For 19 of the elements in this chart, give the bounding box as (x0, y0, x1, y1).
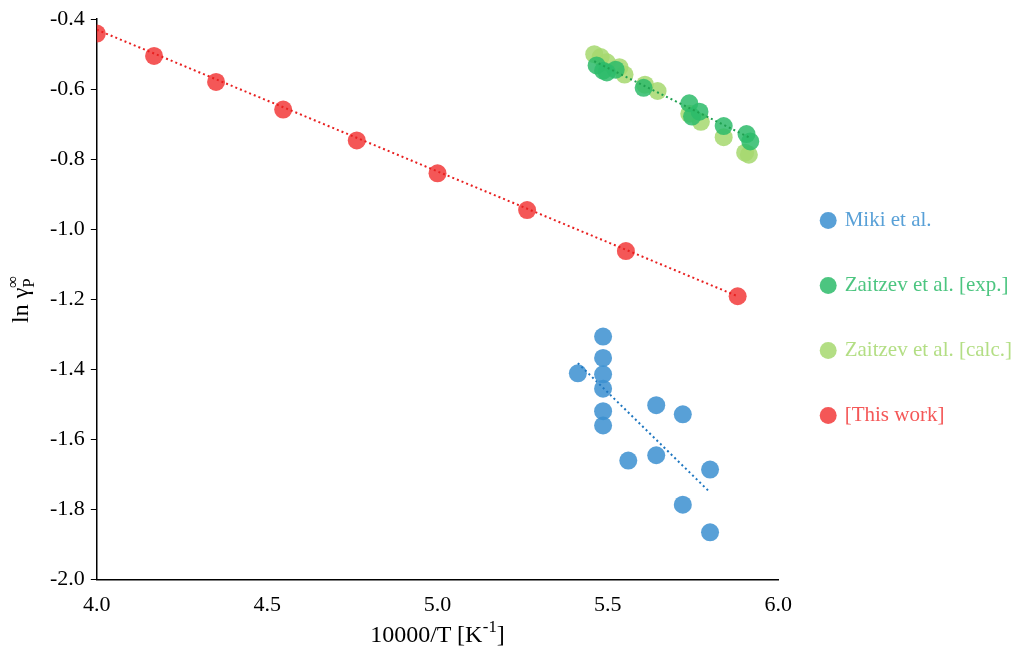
y-tick-label: -0.4 (50, 4, 85, 30)
legend-label: [This work] (844, 402, 945, 427)
y-tick-label: -1.6 (50, 425, 85, 451)
legend-label: Zaitzev et al. [calc.] (844, 337, 1013, 362)
y-tick-label: -1.2 (50, 285, 85, 311)
y-tick-label: -0.8 (50, 145, 85, 171)
x-tick-label: 4.0 (83, 590, 111, 616)
legend-label: Miki et al. (844, 207, 932, 232)
legend-label: Zaitzev et al. [exp.] (844, 272, 1009, 297)
y-tick-label: -1.8 (50, 495, 85, 521)
x-tick-label: 5.5 (594, 590, 622, 616)
x-tick-label: 6.0 (764, 590, 792, 616)
y-axis-title: ln γP∞ (3, 275, 38, 324)
x-tick-label: 4.5 (253, 590, 281, 616)
y-tick-label: -2.0 (50, 565, 85, 591)
y-tick-label: -1.0 (50, 215, 85, 241)
x-tick-label: 5.0 (423, 590, 452, 616)
y-tick-label: -1.4 (50, 355, 85, 381)
y-tick-label: -0.6 (50, 75, 85, 101)
